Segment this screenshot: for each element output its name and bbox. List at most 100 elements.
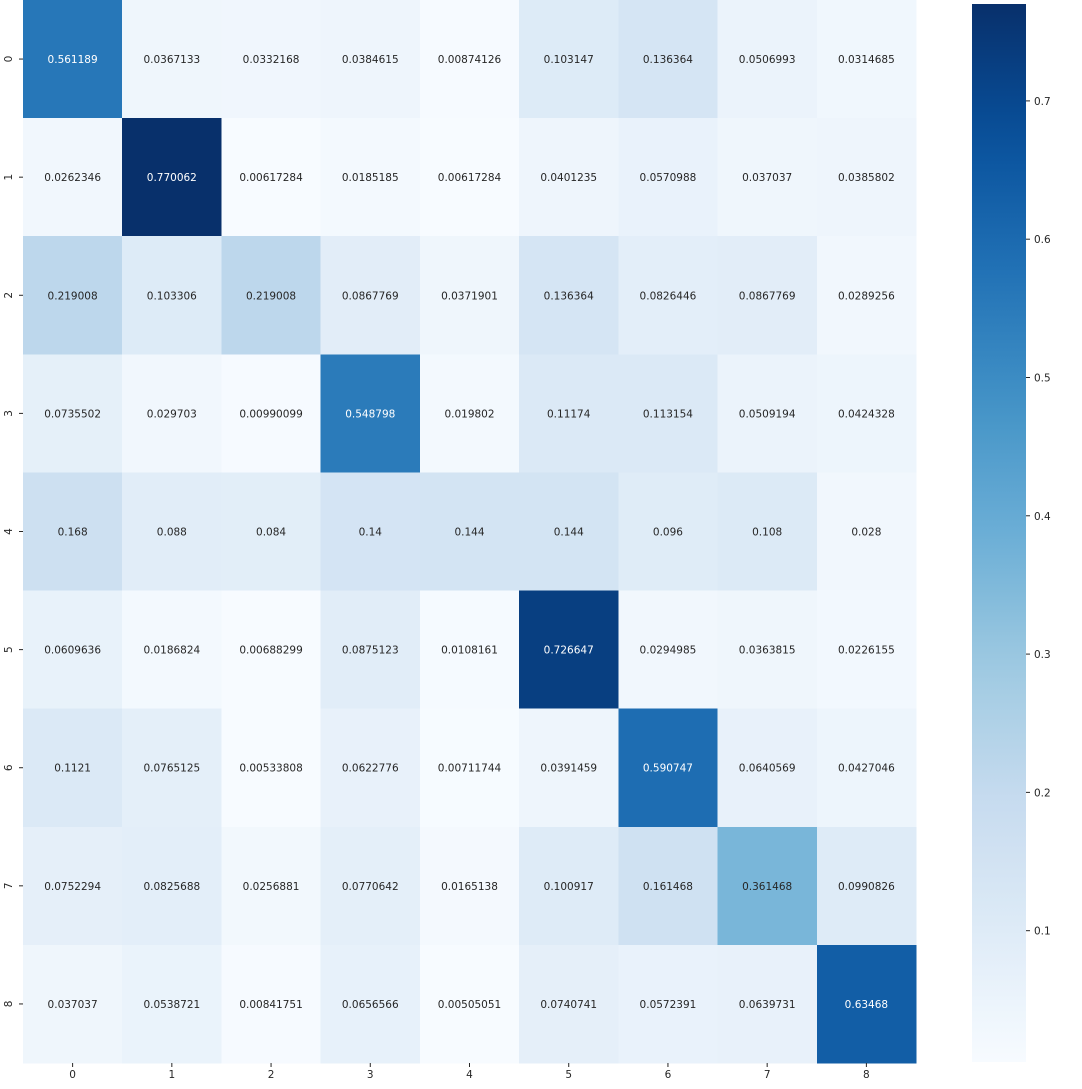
heatmap-cell [320, 0, 421, 119]
cell-value-label: 0.561189 [48, 54, 98, 66]
cell-value-label: 0.219008 [48, 290, 98, 302]
heatmap-cell [519, 0, 619, 119]
heatmap-cell [419, 118, 520, 237]
cell-value-label: 0.0424328 [838, 408, 895, 420]
cell-value-label: 0.108 [752, 527, 782, 539]
heatmap-cell [419, 944, 520, 1064]
heatmap-cell [320, 354, 421, 473]
colorbar-tick-label: 0.4 [1034, 511, 1051, 523]
heatmap-cell [221, 590, 322, 710]
heatmap-cell [816, 236, 917, 355]
heatmap-cell [519, 236, 619, 355]
cell-value-label: 0.0509194 [739, 408, 796, 420]
cell-value-label: 0.00841751 [239, 999, 302, 1011]
cell-value-label: 0.00688299 [239, 645, 302, 657]
y-tick-label: 8 [3, 1001, 15, 1008]
cell-value-label: 0.0385802 [838, 172, 895, 184]
heatmap-cell [816, 708, 917, 828]
heatmap-cell [519, 354, 619, 473]
cell-value-label: 0.144 [454, 527, 484, 539]
cell-value-label: 0.0825688 [143, 881, 200, 893]
cell-value-label: 0.00617284 [239, 172, 303, 184]
cell-value-label: 0.136364 [544, 290, 594, 302]
cell-value-label: 0.00505051 [438, 999, 501, 1011]
cell-value-label: 0.0609636 [44, 645, 101, 657]
cell-value-label: 0.0256881 [243, 881, 300, 893]
cell-value-label: 0.0826446 [640, 290, 697, 302]
cell-value-label: 0.0226155 [838, 645, 895, 657]
heatmap-cell [717, 944, 818, 1064]
cell-value-label: 0.0371901 [441, 290, 498, 302]
cell-value-label: 0.63468 [845, 999, 888, 1011]
cell-value-label: 0.029703 [147, 408, 197, 420]
cell-value-label: 0.088 [157, 527, 187, 539]
heatmap-cell [618, 236, 719, 355]
heatmap-cell [618, 118, 719, 237]
heatmap-cell [419, 0, 520, 119]
heatmap-cell [221, 944, 322, 1064]
cell-value-label: 0.161468 [643, 881, 693, 893]
cell-value-label: 0.103306 [147, 290, 197, 302]
heatmap-cell [717, 354, 818, 473]
cell-value-label: 0.0735502 [44, 408, 101, 420]
heatmap-cell [519, 118, 619, 237]
x-tick-label: 2 [268, 1069, 275, 1081]
x-tick-label: 6 [665, 1069, 672, 1081]
cell-value-label: 0.028 [851, 527, 881, 539]
heatmap-cell [618, 590, 719, 710]
cell-value-label: 0.0990826 [838, 881, 895, 893]
cell-value-label: 0.219008 [246, 290, 296, 302]
cell-value-label: 0.0639731 [739, 999, 796, 1011]
cell-value-label: 0.0752294 [44, 881, 101, 893]
heatmap-cell [419, 708, 520, 828]
y-tick-label: 5 [3, 646, 15, 653]
heatmap-cell [717, 590, 818, 710]
cell-value-label: 0.548798 [345, 408, 395, 420]
heatmap-cell [320, 472, 421, 592]
heatmap-cell [816, 590, 917, 710]
cell-value-label: 0.0572391 [640, 999, 697, 1011]
cell-value-label: 0.0770642 [342, 881, 399, 893]
cell-value-label: 0.770062 [147, 172, 197, 184]
heatmap-cell [122, 944, 222, 1064]
colorbar-tick-label: 0.6 [1034, 234, 1051, 246]
heatmap-cell [419, 590, 520, 710]
heatmap-cell [23, 944, 123, 1064]
cell-value-label: 0.0640569 [739, 763, 796, 775]
heatmap-cell [221, 236, 322, 355]
heatmap-cell [320, 826, 421, 946]
cell-value-label: 0.0570988 [640, 172, 697, 184]
y-tick-label: 7 [3, 882, 15, 889]
heatmap-cell [618, 0, 719, 119]
heatmap-cell [519, 708, 619, 828]
heatmap-cell [717, 826, 818, 946]
cell-value-label: 0.0765125 [143, 763, 200, 775]
heatmap-cell [519, 590, 619, 710]
cell-value-label: 0.00874126 [438, 54, 502, 66]
x-tick-label: 1 [168, 1069, 175, 1081]
x-tick-label: 7 [764, 1069, 771, 1081]
heatmap-cell [519, 944, 619, 1064]
heatmap-cell [618, 708, 719, 828]
heatmap-cell [816, 354, 917, 473]
heatmap-cell [23, 236, 123, 355]
x-tick-label: 4 [466, 1069, 473, 1081]
heatmap-cell [221, 354, 322, 473]
heatmap-cell [122, 236, 222, 355]
cell-value-label: 0.00711744 [438, 763, 502, 775]
colorbar-tick-label: 0.3 [1034, 649, 1051, 661]
cell-value-label: 0.0367133 [143, 54, 200, 66]
heatmap-cell [618, 944, 719, 1064]
x-tick-label: 5 [565, 1069, 572, 1081]
heatmap-cell [618, 354, 719, 473]
heatmap-cell [320, 944, 421, 1064]
cell-value-label: 0.0740741 [540, 999, 597, 1011]
cell-value-label: 0.084 [256, 527, 286, 539]
cell-value-label: 0.00533808 [239, 763, 302, 775]
cell-value-label: 0.0108161 [441, 645, 498, 657]
heatmap-cell [717, 472, 818, 592]
cell-value-label: 0.0294985 [640, 645, 697, 657]
cell-value-label: 0.14 [359, 527, 383, 539]
y-tick-label: 4 [3, 528, 15, 535]
